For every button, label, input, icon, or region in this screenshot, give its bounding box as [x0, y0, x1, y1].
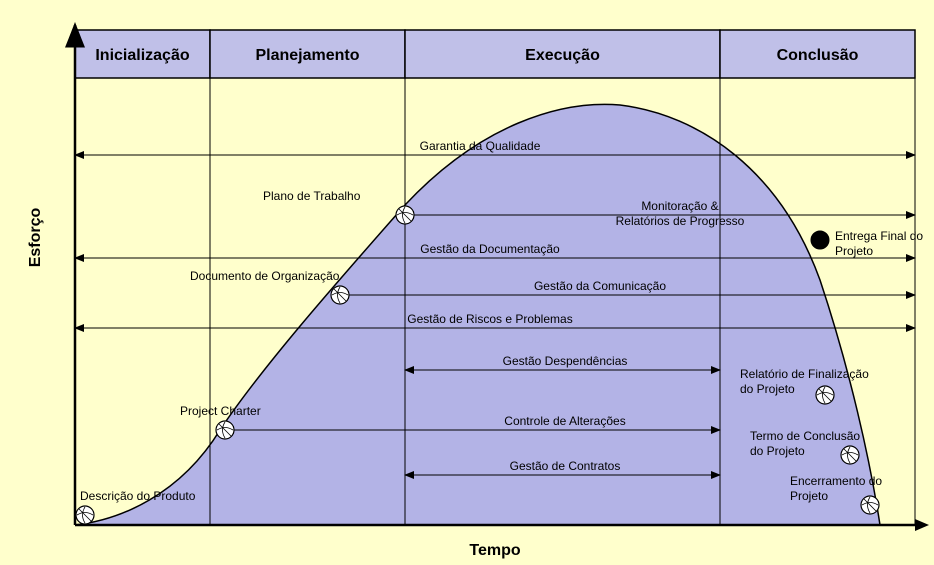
milestone-marker	[841, 446, 859, 464]
activity-label: Controle de Alterações	[504, 414, 625, 428]
milestone-label: Descrição do Produto	[80, 489, 196, 503]
main-svg: Inicialização Planejamento Execução Conclus…	[0, 0, 934, 565]
milestone-label: do Projeto	[750, 444, 805, 458]
x-axis-label: Tempo	[469, 542, 520, 559]
activity-label: Gestão Despendências	[503, 354, 628, 368]
milestone-label: do Projeto	[740, 382, 795, 396]
phase-label: Planejamento	[255, 47, 359, 64]
activity-label: Gestão de Riscos e Problemas	[407, 312, 572, 326]
diagram-container: Inicialização Planejamento Execução Conclus…	[0, 0, 934, 565]
milestone-marker	[396, 206, 414, 224]
milestone-marker	[816, 386, 834, 404]
milestone-label: Project Charter	[180, 404, 261, 418]
activity-label: Relatórios de Progresso	[616, 214, 745, 228]
activity-label: Garantia da Qualidade	[420, 139, 541, 153]
activity-label: Monitoração &	[641, 199, 718, 213]
milestone-marker	[76, 506, 94, 524]
milestone-label: Documento de Organização	[190, 269, 340, 283]
milestone-label: Relatório de Finalização	[740, 367, 869, 381]
milestone-label: Plano de Trabalho	[263, 189, 361, 203]
milestone-marker	[216, 421, 234, 439]
milestone-marker	[331, 286, 349, 304]
phase-label: Execução	[525, 47, 600, 64]
milestone-label: Projeto	[790, 489, 828, 503]
y-axis-label: Esforço	[27, 207, 44, 267]
milestone-marker	[811, 231, 829, 249]
activity-label: Gestão da Comunicação	[534, 279, 666, 293]
phase-label: Inicialização	[95, 47, 189, 64]
milestone-label: Projeto	[835, 244, 873, 258]
activity-label: Gestão de Contratos	[510, 459, 621, 473]
phase-label: Conclusão	[777, 47, 859, 64]
activity-label: Gestão da Documentação	[420, 242, 560, 256]
milestone-marker	[861, 496, 879, 514]
milestone-label: Termo de Conclusão	[750, 429, 860, 443]
milestone-label: Encerramento do	[790, 474, 882, 488]
milestone-label: Entrega Final do	[835, 229, 923, 243]
